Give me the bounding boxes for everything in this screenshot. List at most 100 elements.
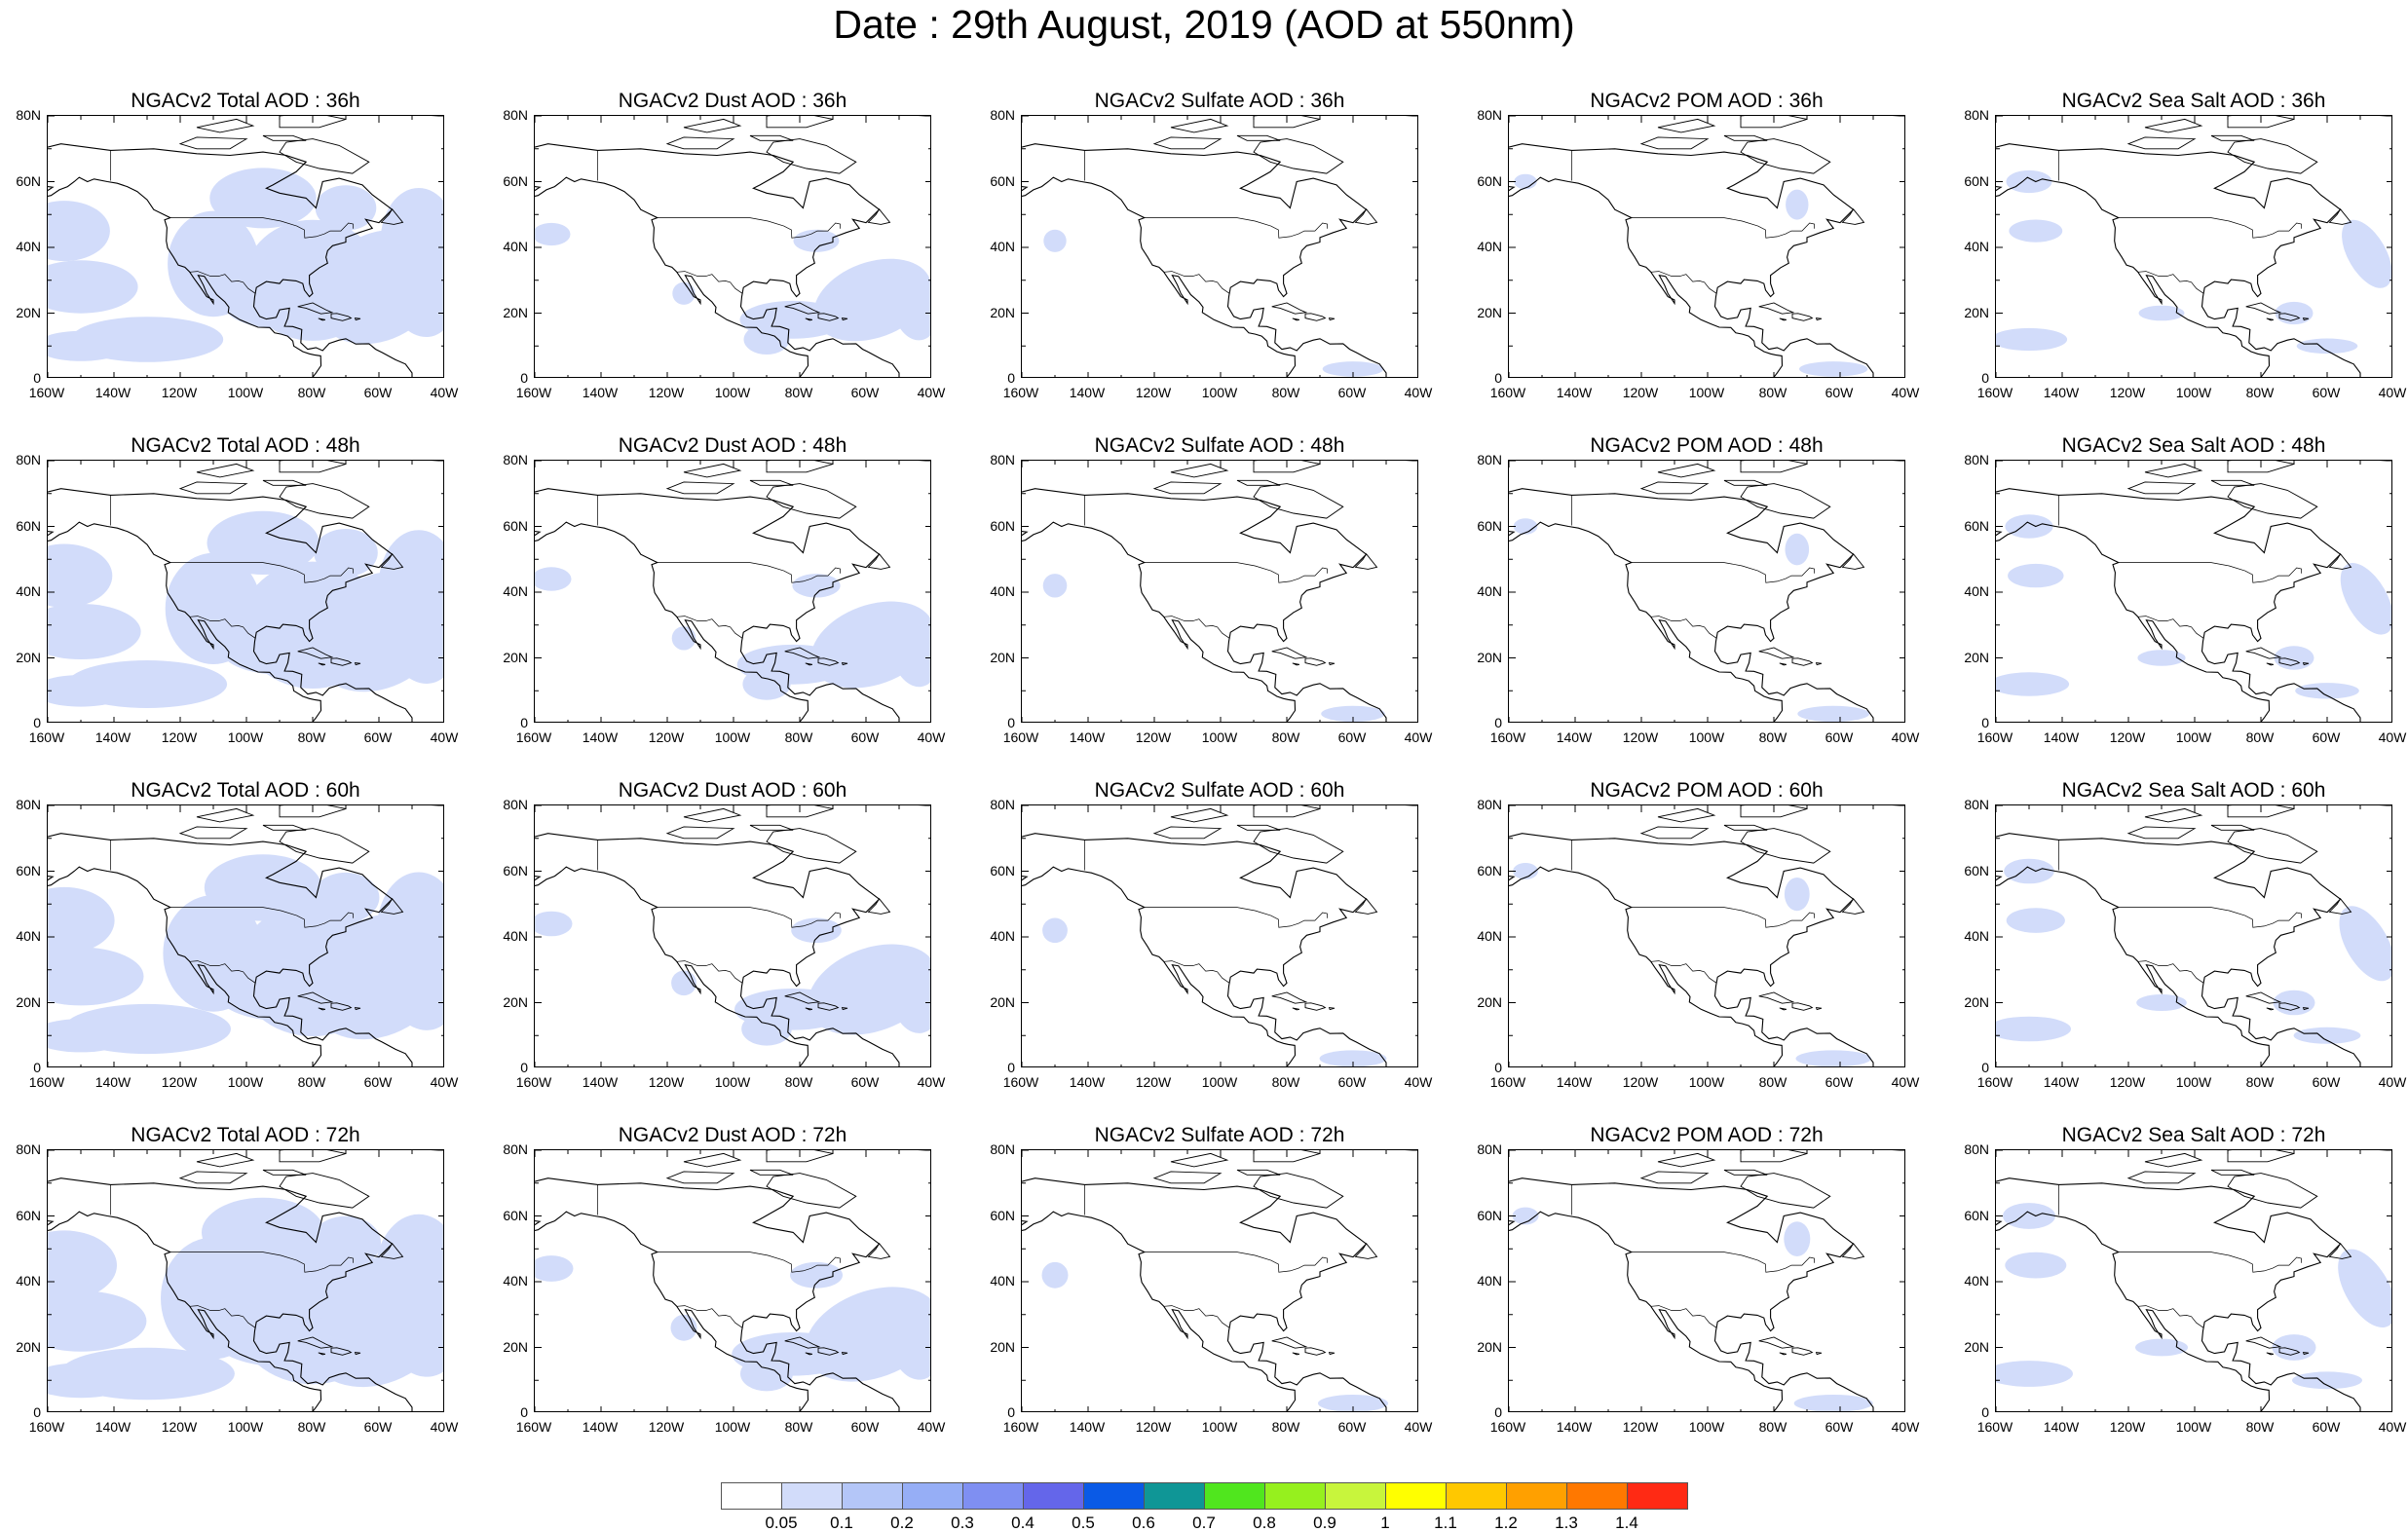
island-outline bbox=[318, 318, 325, 321]
political-border bbox=[1163, 1305, 1230, 1328]
map-panel-dust-48h: NGACv2 Dust AOD : 48h bbox=[534, 434, 931, 736]
aod-shade-7-1 bbox=[204, 854, 322, 921]
lon-tick-label: 160W bbox=[1002, 385, 1039, 400]
aod-shade-1-1 bbox=[1784, 1221, 1811, 1256]
aod-shade-6-1 bbox=[2003, 1203, 2055, 1229]
island-outline bbox=[1253, 1173, 1344, 1209]
island-outline bbox=[1639, 826, 1710, 840]
aod-shade-3-1 bbox=[741, 1012, 792, 1046]
island-outline bbox=[1304, 1002, 1327, 1011]
lon-tick-label: 160W bbox=[1976, 729, 2013, 745]
lat-tick-label: 20N bbox=[1964, 304, 1989, 320]
lat-tick-label: 60N bbox=[503, 862, 528, 878]
aod-shade-0-1 bbox=[48, 543, 113, 608]
aod-shade-6-1 bbox=[225, 283, 348, 330]
island-outline bbox=[2302, 1007, 2310, 1011]
lat-tick-label: 80N bbox=[990, 107, 1015, 123]
lon-tick-label: 60W bbox=[1825, 1074, 1854, 1090]
island-outline bbox=[2266, 1352, 2274, 1356]
aod-shade-11-1 bbox=[48, 675, 130, 707]
island-outline bbox=[683, 1152, 742, 1168]
lat-tick-label: 60N bbox=[16, 517, 41, 534]
island-outline bbox=[766, 483, 857, 519]
map-canvas bbox=[1022, 805, 1417, 1066]
coastline bbox=[535, 833, 900, 1066]
island-outline bbox=[1815, 1352, 1823, 1356]
island-outline bbox=[2302, 318, 2310, 321]
coastline bbox=[48, 488, 413, 722]
lat-tick-label: 80N bbox=[1477, 1141, 1502, 1157]
colorbar-label: 0.1 bbox=[830, 1513, 853, 1532]
lon-tick-label: 80W bbox=[784, 1419, 813, 1435]
island-outline bbox=[2328, 1243, 2352, 1259]
aod-shade-3-1 bbox=[1996, 1016, 2071, 1042]
colorbar-swatch bbox=[1325, 1482, 1386, 1510]
aod-shade-0-1 bbox=[2340, 563, 2391, 635]
lat-tick-label: 80N bbox=[1477, 452, 1502, 467]
aod-shade-5-1 bbox=[2295, 683, 2359, 699]
island-outline bbox=[1723, 824, 1768, 831]
island-outline bbox=[1815, 1007, 1823, 1011]
lon-tick-label: 120W bbox=[2109, 1419, 2146, 1435]
island-outline bbox=[196, 463, 255, 478]
island-outline bbox=[1723, 134, 1768, 141]
lat-tick-label: 0 bbox=[520, 1404, 528, 1420]
lon-tick-label: 140W bbox=[2043, 385, 2080, 400]
aod-shade-3-1 bbox=[742, 668, 791, 700]
lon-tick-label: 40W bbox=[1404, 729, 1433, 745]
lat-tick-label: 80N bbox=[503, 452, 528, 467]
panel-title: NGACv2 Sea Salt AOD : 36h bbox=[2061, 90, 2326, 112]
lon-tick-label: 40W bbox=[1891, 1419, 1920, 1435]
aod-shade-0-1 bbox=[2338, 1249, 2391, 1328]
aod-shade-8-1 bbox=[311, 1215, 381, 1269]
aod-shade-3-1 bbox=[1996, 327, 2068, 352]
coastline bbox=[1022, 488, 1387, 722]
lat-tick-label: 60N bbox=[16, 862, 41, 878]
colorbar-label: 0.3 bbox=[951, 1513, 974, 1532]
lon-tick-label: 100W bbox=[227, 729, 264, 745]
lat-tick-label: 40N bbox=[503, 583, 528, 599]
map-canvas bbox=[535, 461, 930, 722]
lon-tick-label: 100W bbox=[227, 385, 264, 400]
lon-tick-label: 40W bbox=[1404, 1419, 1433, 1435]
lon-tick-label: 160W bbox=[1489, 729, 1526, 745]
lon-tick-label: 140W bbox=[582, 385, 619, 400]
island-outline bbox=[354, 1007, 361, 1011]
political-border bbox=[676, 960, 743, 984]
aod-shade-1-1 bbox=[48, 260, 138, 314]
lon-tick-label: 100W bbox=[1688, 385, 1725, 400]
island-outline bbox=[1253, 1150, 1321, 1163]
lon-tick-label: 60W bbox=[1825, 385, 1854, 400]
lon-tick-label: 40W bbox=[430, 1074, 459, 1090]
map-plot bbox=[1021, 1149, 1418, 1412]
political-border bbox=[1650, 960, 1717, 984]
lon-tick-label: 60W bbox=[1337, 729, 1367, 745]
island-outline bbox=[805, 1007, 812, 1011]
aod-shade-5-1 bbox=[2293, 1027, 2361, 1044]
political-border bbox=[2137, 960, 2204, 984]
colorbar-swatch bbox=[721, 1482, 782, 1510]
panel-title: NGACv2 POM AOD : 72h bbox=[1590, 1124, 1824, 1146]
island-outline bbox=[2245, 991, 2282, 1004]
island-outline bbox=[1779, 1352, 1787, 1356]
island-outline bbox=[1292, 662, 1299, 666]
lat-tick-label: 20N bbox=[16, 1338, 41, 1355]
island-outline bbox=[2227, 461, 2295, 473]
lat-tick-label: 80N bbox=[1964, 452, 1989, 467]
island-outline bbox=[279, 828, 370, 864]
island-outline bbox=[279, 138, 370, 174]
map-plot bbox=[1508, 115, 1905, 378]
lon-tick-label: 140W bbox=[1556, 385, 1593, 400]
lat-tick-label: 80N bbox=[16, 107, 41, 123]
aod-shade-0-1 bbox=[48, 886, 115, 954]
island-outline bbox=[817, 1347, 840, 1356]
map-canvas bbox=[48, 1150, 443, 1411]
aod-shade-0-1 bbox=[1321, 705, 1385, 722]
aod-shade-3-1 bbox=[740, 1356, 793, 1392]
map-plot bbox=[1995, 1149, 2392, 1412]
lat-tick-label: 80N bbox=[1477, 107, 1502, 123]
island-outline bbox=[1791, 1347, 1814, 1356]
political-border bbox=[2118, 217, 2302, 239]
lat-tick-label: 0 bbox=[1981, 370, 1989, 386]
island-outline bbox=[262, 479, 307, 486]
